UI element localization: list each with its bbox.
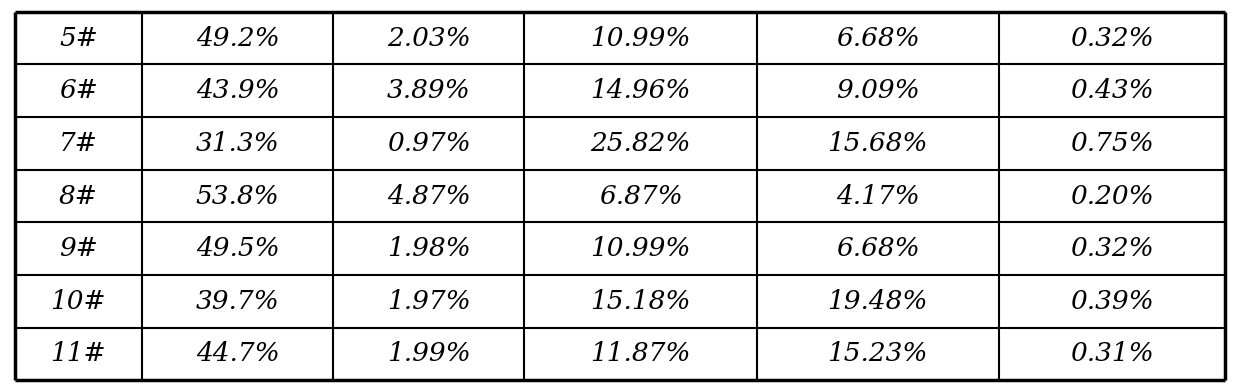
Text: 4.17%: 4.17% xyxy=(836,183,920,209)
Text: 11.87%: 11.87% xyxy=(590,341,691,367)
Text: 25.82%: 25.82% xyxy=(590,131,691,156)
Text: 3.89%: 3.89% xyxy=(387,78,471,103)
Text: 44.7%: 44.7% xyxy=(196,341,279,367)
Text: 15.23%: 15.23% xyxy=(827,341,928,367)
Text: 14.96%: 14.96% xyxy=(590,78,691,103)
Text: 0.75%: 0.75% xyxy=(1070,131,1153,156)
Text: 0.31%: 0.31% xyxy=(1070,341,1153,367)
Text: 6.68%: 6.68% xyxy=(836,25,920,51)
Text: 10.99%: 10.99% xyxy=(590,236,691,261)
Text: 0.97%: 0.97% xyxy=(387,131,471,156)
Text: 0.20%: 0.20% xyxy=(1070,183,1153,209)
Text: 10#: 10# xyxy=(51,289,107,314)
Text: 19.48%: 19.48% xyxy=(827,289,928,314)
Text: 6.87%: 6.87% xyxy=(599,183,682,209)
Text: 4.87%: 4.87% xyxy=(387,183,471,209)
Text: 6.68%: 6.68% xyxy=(836,236,920,261)
Text: 11#: 11# xyxy=(51,341,107,367)
Text: 1.99%: 1.99% xyxy=(387,341,471,367)
Text: 7#: 7# xyxy=(60,131,98,156)
Text: 31.3%: 31.3% xyxy=(196,131,279,156)
Text: 53.8%: 53.8% xyxy=(196,183,279,209)
Text: 2.03%: 2.03% xyxy=(387,25,471,51)
Text: 1.98%: 1.98% xyxy=(387,236,471,261)
Text: 0.32%: 0.32% xyxy=(1070,236,1153,261)
Text: 39.7%: 39.7% xyxy=(196,289,279,314)
Text: 43.9%: 43.9% xyxy=(196,78,279,103)
Text: 49.5%: 49.5% xyxy=(196,236,279,261)
Text: 6#: 6# xyxy=(60,78,98,103)
Text: 9.09%: 9.09% xyxy=(836,78,920,103)
Text: 8#: 8# xyxy=(60,183,98,209)
Text: 15.68%: 15.68% xyxy=(827,131,928,156)
Text: 0.32%: 0.32% xyxy=(1070,25,1153,51)
Text: 15.18%: 15.18% xyxy=(590,289,691,314)
Text: 9#: 9# xyxy=(60,236,98,261)
Text: 1.97%: 1.97% xyxy=(387,289,471,314)
Text: 0.43%: 0.43% xyxy=(1070,78,1153,103)
Text: 10.99%: 10.99% xyxy=(590,25,691,51)
Text: 49.2%: 49.2% xyxy=(196,25,279,51)
Text: 0.39%: 0.39% xyxy=(1070,289,1153,314)
Text: 5#: 5# xyxy=(60,25,98,51)
